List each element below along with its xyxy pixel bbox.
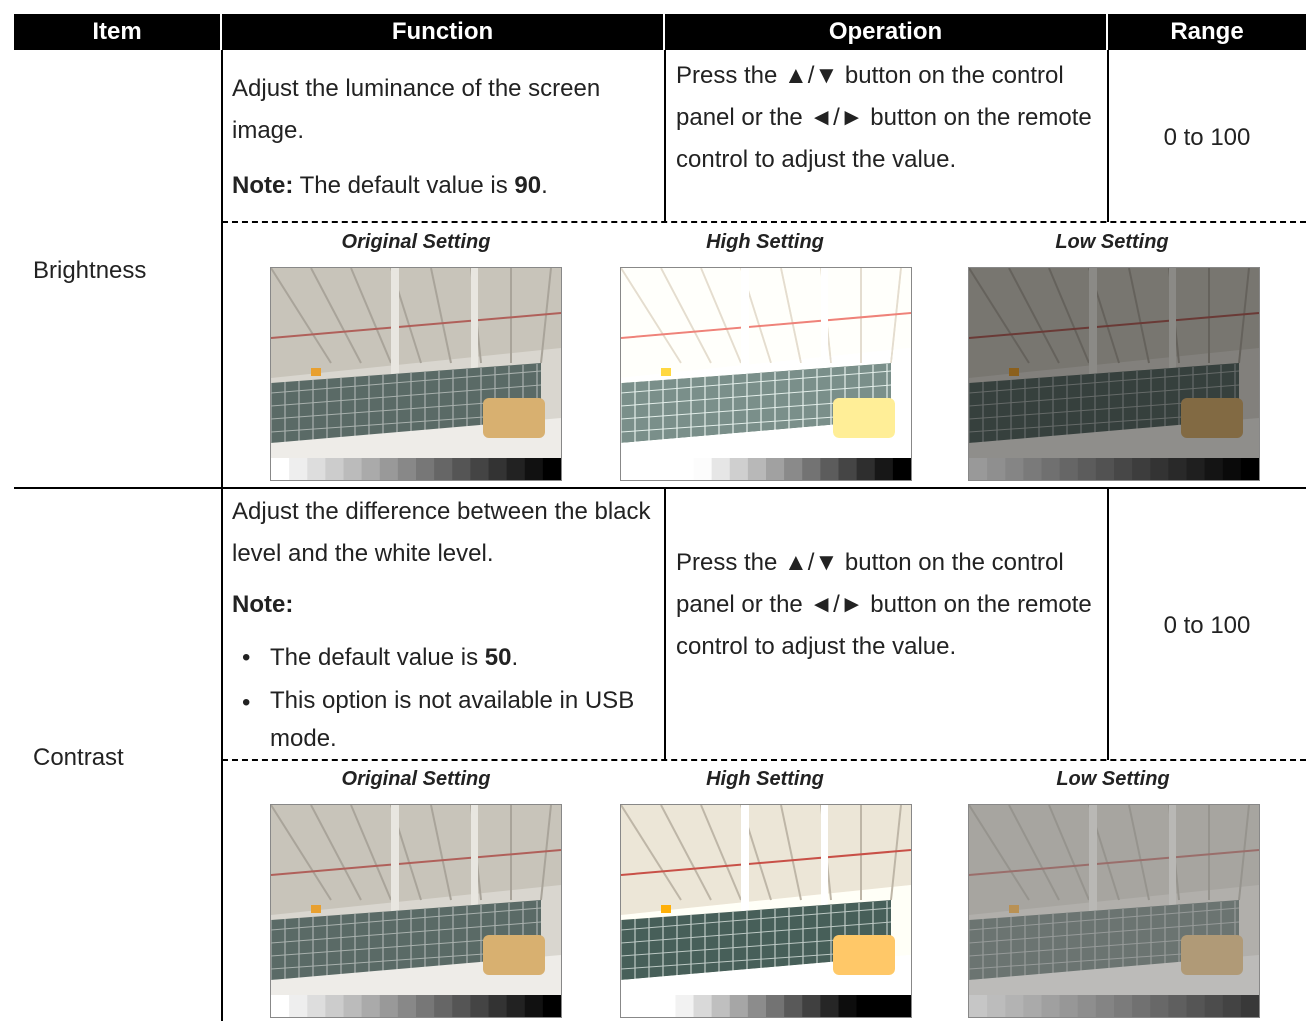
function-note: Note: The default value is 90. <box>232 165 657 207</box>
sample-image <box>270 267 562 481</box>
note-label: Note: <box>232 591 294 618</box>
photo <box>620 804 912 1017</box>
cell-border <box>664 488 666 760</box>
photo <box>270 804 562 1017</box>
cell-border <box>1107 50 1109 222</box>
cell-border <box>221 50 223 1021</box>
sample-image <box>270 804 562 1018</box>
cell-border <box>664 50 666 222</box>
header-cell: Function <box>222 14 663 50</box>
header-cell: Item <box>14 14 220 50</box>
item-cell: Contrast <box>33 744 124 771</box>
photo <box>620 267 912 480</box>
bullet-value: 50 <box>484 644 512 671</box>
caption: High Setting <box>706 231 824 253</box>
header-cell: Operation <box>665 14 1106 50</box>
range-cell: 0 to 100 <box>1163 124 1251 151</box>
dashed-divider <box>222 759 1306 761</box>
bullet: • <box>242 644 251 671</box>
caption: Original Setting <box>341 768 491 790</box>
sample-image <box>968 267 1260 481</box>
bullet-text: This option is not available in USB mode… <box>270 687 635 752</box>
caption: Low Setting <box>1056 768 1170 790</box>
bullet-end: . <box>511 644 519 671</box>
caption: Low Setting <box>1055 231 1169 253</box>
note-label: Note: <box>232 172 294 199</box>
sample-image <box>620 804 912 1018</box>
range-cell: 0 to 100 <box>1163 612 1251 639</box>
sample-image <box>620 267 912 481</box>
caption: Original Setting <box>341 231 491 253</box>
sample-image <box>968 804 1260 1018</box>
note-text: The default value is <box>299 172 515 199</box>
function-text: Adjust the luminance of the screen image… <box>232 75 601 144</box>
row-border <box>14 487 1306 489</box>
caption: High Setting <box>706 768 824 790</box>
operation-text: Press the ▲/▼ button on the control pane… <box>676 549 1092 660</box>
function-text: Adjust the difference between the black … <box>232 498 651 567</box>
bullet: • <box>242 689 251 716</box>
dashed-divider <box>222 221 1306 223</box>
note-end: . <box>541 172 548 199</box>
operation-text: Press the ▲/▼ button on the control pane… <box>676 62 1092 173</box>
note-value: 90 <box>514 172 542 199</box>
photo <box>968 804 1260 1017</box>
photo <box>968 267 1260 480</box>
photo <box>270 267 562 480</box>
item-cell: Brightness <box>33 257 147 284</box>
header-cell: Range <box>1108 14 1306 50</box>
bullet-part: The default value is <box>270 644 485 671</box>
cell-border <box>1107 488 1109 760</box>
bullet-text: The default value is 50. <box>270 637 650 679</box>
